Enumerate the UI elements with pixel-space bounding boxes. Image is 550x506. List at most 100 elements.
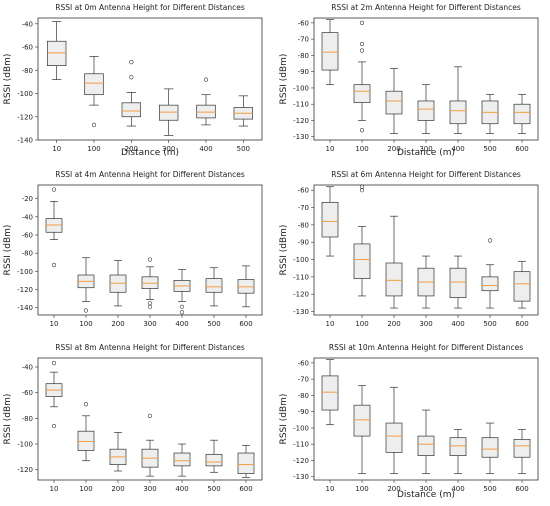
plot-title: RSSI at 10m Antenna Height for Different… <box>329 343 523 352</box>
x-tick-label: 10 <box>326 145 335 153</box>
x-axis-label: Distance (m) <box>397 490 455 500</box>
outlier-point <box>129 60 134 65</box>
x-tick-label: 200 <box>387 485 400 493</box>
y-tick-label: -60 <box>22 389 33 397</box>
subplot-2: RSSI at 2m Antenna Height for Different … <box>279 3 539 158</box>
iqr-box <box>385 422 403 453</box>
x-tick-label: 100 <box>355 485 368 493</box>
iqr-box <box>481 437 499 458</box>
box-10: 10 <box>45 187 63 328</box>
box-100: 100 <box>353 385 371 493</box>
iqr-box <box>46 40 67 66</box>
box-600: 600 <box>237 444 255 493</box>
iqr-box <box>353 84 371 103</box>
box-500: 500 <box>481 94 499 153</box>
outlier-point <box>359 184 365 189</box>
x-tick-label: 500 <box>483 485 496 493</box>
y-axis-label: RSSI (dBm) <box>3 54 13 105</box>
x-tick-label: 500 <box>207 320 220 328</box>
x-tick-label: 200 <box>111 485 124 493</box>
y-tick-label: -100 <box>293 424 309 432</box>
outlier-point <box>179 310 185 315</box>
box-300: 300 <box>158 88 179 153</box>
box-300: 300 <box>417 84 435 153</box>
box-300: 300 <box>417 409 435 493</box>
y-tick-label: -140 <box>17 304 33 312</box>
y-tick-label: -60 <box>22 44 33 52</box>
box-200: 200 <box>385 68 403 153</box>
x-tick-label: 600 <box>515 320 528 328</box>
y-tick-label: -100 <box>17 90 33 98</box>
x-tick-label: 500 <box>483 145 496 153</box>
y-tick-label: -120 <box>293 457 309 465</box>
x-axis-label: Distance (m) <box>397 148 455 158</box>
subplot-3: RSSI at 4m Antenna Height for Different … <box>3 170 263 328</box>
y-tick-label: -70 <box>298 204 309 212</box>
box-10: 10 <box>321 186 339 328</box>
y-axis-label: RSSI (dBm) <box>279 225 289 276</box>
box-200: 200 <box>121 60 142 153</box>
subplot-5: RSSI at 8m Antenna Height for Different … <box>3 343 263 493</box>
box-300: 300 <box>141 257 159 328</box>
iqr-box <box>481 276 499 292</box>
x-tick-label: 100 <box>355 320 368 328</box>
y-tick-label: -70 <box>298 376 309 384</box>
outlier-point <box>203 77 209 82</box>
x-tick-label: 300 <box>419 145 432 153</box>
y-tick-label: -110 <box>293 101 309 109</box>
box-100: 100 <box>77 257 95 328</box>
outlier-point <box>51 187 57 192</box>
x-tick-label: 400 <box>451 320 464 328</box>
box-600: 600 <box>237 265 255 328</box>
iqr-box <box>449 267 467 299</box>
y-tick-label: -140 <box>17 137 33 145</box>
box-400: 400 <box>449 429 467 493</box>
iqr-box <box>158 104 179 121</box>
x-tick-label: 400 <box>175 320 188 328</box>
y-tick-label: -20 <box>22 195 33 203</box>
y-axis-label: RSSI (dBm) <box>279 394 289 445</box>
y-tick-label: -110 <box>293 273 309 281</box>
box-500: 500 <box>481 238 499 328</box>
box-200: 200 <box>385 386 403 493</box>
x-tick-label: 600 <box>239 485 252 493</box>
box-10: 10 <box>45 361 63 493</box>
x-tick-label: 10 <box>326 485 335 493</box>
x-axis-label: Distance (m) <box>121 148 179 158</box>
plot-title: RSSI at 8m Antenna Height for Different … <box>55 343 245 352</box>
box-500: 500 <box>205 267 223 328</box>
x-tick-label: 200 <box>125 145 138 153</box>
outlier-point <box>51 361 57 366</box>
box-100: 100 <box>353 184 371 328</box>
box-300: 300 <box>417 255 435 328</box>
x-tick-label: 500 <box>237 145 250 153</box>
y-axis-label: RSSI (dBm) <box>3 394 13 445</box>
iqr-box <box>321 201 339 238</box>
outlier-point <box>51 423 57 429</box>
iqr-box <box>321 375 339 411</box>
outlier-point <box>147 413 153 418</box>
x-tick-label: 200 <box>387 320 400 328</box>
iqr-box <box>77 430 95 451</box>
iqr-box <box>449 100 467 125</box>
y-tick-label: -80 <box>298 221 309 229</box>
y-tick-label: -60 <box>22 232 33 240</box>
y-tick-label: -130 <box>293 308 309 316</box>
y-tick-label: -120 <box>293 291 309 299</box>
y-tick-label: -100 <box>293 256 309 264</box>
box-600: 600 <box>513 429 531 493</box>
y-tick-label: -70 <box>298 36 309 44</box>
x-tick-label: 10 <box>52 145 61 153</box>
iqr-box <box>353 243 371 279</box>
outlier-point <box>359 41 365 47</box>
y-tick-label: -80 <box>22 250 33 258</box>
iqr-box <box>417 435 435 456</box>
x-tick-label: 400 <box>175 485 188 493</box>
box-200: 200 <box>109 260 127 328</box>
box-600: 600 <box>513 94 531 153</box>
iqr-box <box>205 278 223 293</box>
iqr-box <box>513 271 531 302</box>
box-400: 400 <box>196 77 216 153</box>
y-axis-label: RSSI (dBm) <box>3 225 13 276</box>
